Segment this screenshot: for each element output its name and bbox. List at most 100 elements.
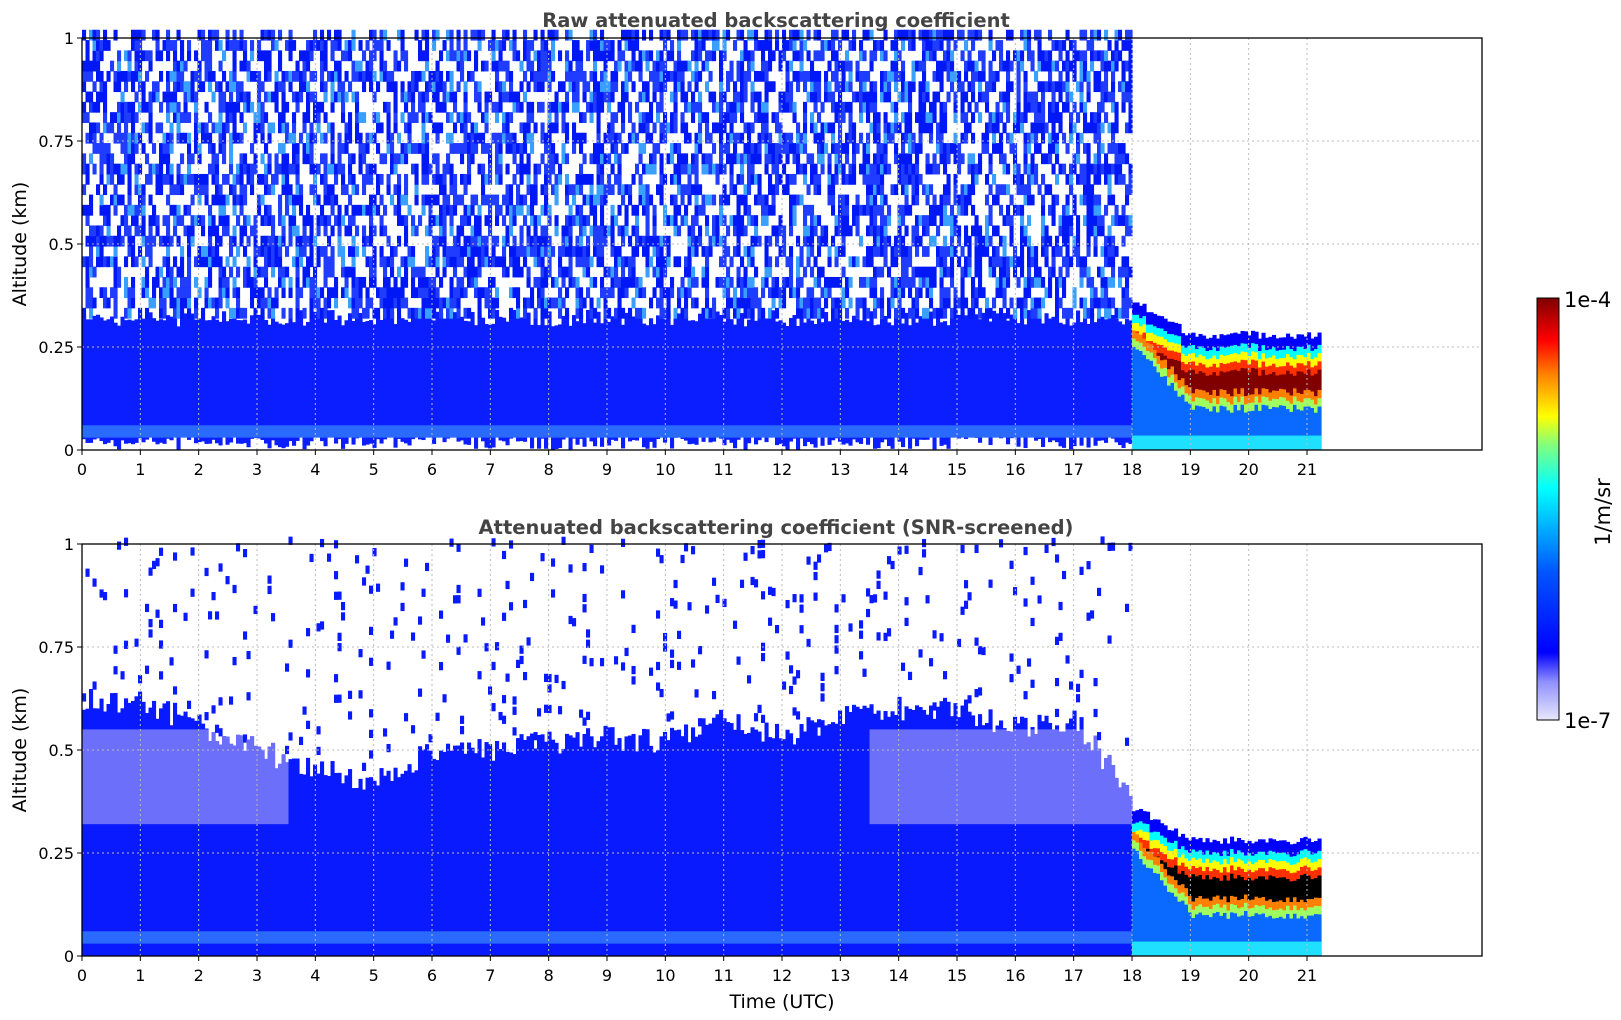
heatmap-cell (712, 40, 717, 51)
heatmap-cell (922, 307, 927, 319)
heatmap-cell (1076, 112, 1081, 123)
heatmap-cell (400, 425, 405, 438)
heatmap-cell (1009, 256, 1014, 268)
heatmap-cell (505, 70, 510, 82)
heatmap-cell (1037, 184, 1042, 196)
heatmap-cell (754, 266, 759, 278)
heatmap-cell (701, 194, 706, 206)
heatmap-cell (127, 101, 132, 113)
heatmap-cell (743, 81, 748, 93)
heatmap-cell (677, 173, 682, 185)
heatmap-cell (183, 81, 188, 93)
heatmap-cell (873, 81, 878, 93)
heatmap-cell (155, 425, 160, 438)
heatmap-cell (824, 40, 829, 51)
heatmap-cell (481, 246, 486, 257)
heatmap-cell (876, 143, 881, 154)
heatmap-cell (876, 297, 881, 309)
heatmap-cell (869, 163, 874, 175)
heatmap-cell (750, 50, 755, 62)
heatmap-cell (817, 215, 822, 226)
heatmap-cell (789, 173, 794, 185)
heatmap-cell (680, 153, 685, 165)
heatmap-cell (442, 235, 447, 247)
heatmap-cell (225, 101, 230, 113)
heatmap-cell (131, 132, 136, 144)
heatmap-cell (754, 225, 759, 237)
heatmap-cell (463, 425, 468, 438)
heatmap-cell (813, 425, 818, 438)
heatmap-cell (691, 215, 696, 226)
heatmap-cell (852, 29, 857, 41)
heatmap-cell (771, 143, 776, 154)
heatmap-cell (162, 297, 167, 309)
heatmap-cell (565, 307, 570, 319)
heatmap-cell (442, 163, 447, 175)
heatmap-cell (1016, 204, 1021, 216)
heatmap-cell (901, 323, 906, 448)
heatmap-cell (880, 143, 885, 154)
heatmap-cell (502, 132, 507, 144)
heatmap-cell (824, 70, 829, 82)
heatmap-cell (187, 40, 192, 51)
heatmap-cell (1076, 153, 1081, 165)
heatmap-cell (495, 287, 500, 299)
heatmap-cell (141, 256, 146, 268)
heatmap-cell (250, 70, 255, 82)
heatmap-cell (341, 256, 346, 268)
heatmap-cell (292, 322, 297, 446)
heatmap-cell (537, 215, 542, 226)
heatmap-cell (827, 40, 832, 51)
heatmap-cell (1027, 425, 1032, 438)
heatmap-cell (995, 101, 1000, 113)
heatmap-cell (337, 70, 342, 82)
heatmap-cell (617, 297, 622, 309)
heatmap-cell (985, 310, 990, 434)
heatmap-cell (449, 173, 454, 185)
heatmap-cell (449, 132, 454, 144)
heatmap-cell (470, 194, 475, 206)
heatmap-cell (183, 101, 188, 113)
heatmap-cell (1051, 266, 1056, 278)
heatmap-cell (677, 81, 682, 93)
heatmap-cell (355, 246, 360, 257)
heatmap-cell (631, 256, 636, 268)
heatmap-cell (733, 132, 738, 144)
heatmap-cell (610, 163, 615, 175)
heatmap-cell (176, 204, 181, 216)
heatmap-cell (596, 425, 601, 438)
heatmap-cell (726, 276, 731, 288)
heatmap-cell (862, 204, 867, 216)
heatmap-cell (463, 101, 468, 113)
heatmap-cell (785, 276, 790, 288)
heatmap-cell (1062, 276, 1067, 288)
heatmap-cell (372, 266, 377, 278)
heatmap-cell (281, 163, 286, 175)
heatmap-cell (323, 297, 328, 309)
heatmap-cell (684, 425, 689, 438)
heatmap-cell (750, 81, 755, 93)
heatmap-cell (918, 112, 923, 123)
heatmap-cell (708, 91, 713, 103)
heatmap-cell (887, 297, 892, 309)
heatmap-cell (925, 91, 930, 103)
heatmap-cell (733, 143, 738, 154)
heatmap-cell (887, 425, 892, 438)
heatmap-cell (372, 307, 377, 319)
heatmap-cell (768, 173, 773, 185)
heatmap-cell (362, 143, 367, 154)
heatmap-cell (218, 235, 223, 247)
heatmap-cell (866, 194, 871, 206)
heatmap-cell (1041, 425, 1046, 438)
heatmap-cell (890, 132, 895, 144)
heatmap-cell (918, 235, 923, 247)
heatmap-cell (232, 29, 237, 41)
heatmap-cell (516, 256, 521, 268)
heatmap-cell (750, 310, 755, 435)
heatmap-cell (782, 132, 787, 144)
heatmap-cell (519, 153, 524, 165)
heatmap-cell (432, 173, 437, 185)
heatmap-cell (428, 81, 433, 93)
heatmap-cell (712, 307, 717, 319)
heatmap-cell (887, 81, 892, 93)
